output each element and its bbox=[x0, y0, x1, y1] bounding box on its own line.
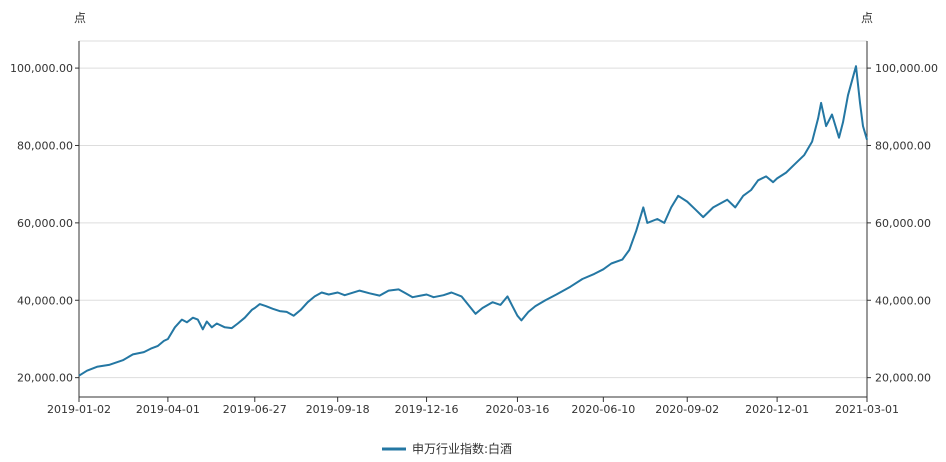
left-y-tick-label: 40,000.00 bbox=[17, 294, 73, 307]
right-y-tick-label: 80,000.00 bbox=[875, 139, 931, 152]
left-y-tick-label: 60,000.00 bbox=[17, 217, 73, 230]
right-y-tick-label: 20,000.00 bbox=[875, 372, 931, 385]
x-tick-label: 2019-01-02 bbox=[47, 403, 111, 416]
x-tick-label: 2019-06-27 bbox=[223, 403, 287, 416]
x-tick-label: 2020-06-10 bbox=[571, 403, 635, 416]
x-tick-label: 2020-03-16 bbox=[485, 403, 549, 416]
x-tick-label: 2019-12-16 bbox=[395, 403, 459, 416]
x-tick-label: 2019-04-01 bbox=[136, 403, 200, 416]
x-axis: 2019-01-02 2019-04-01 2019-06-27 2019-09-18… bbox=[47, 396, 899, 416]
legend[interactable]: 申万行业指数:白酒 bbox=[382, 441, 512, 456]
right-y-unit-label: 点 bbox=[861, 11, 873, 25]
right-y-tick-label: 100,000.00 bbox=[875, 62, 938, 75]
left-y-axis: 20,000.00 40,000.00 60,000.00 80,000.00 100,… bbox=[10, 41, 80, 397]
grid-lines bbox=[79, 40, 867, 379]
left-y-tick-label: 20,000.00 bbox=[17, 372, 73, 385]
right-y-axis: 20,000.00 40,000.00 60,000.00 80,000.00 100,… bbox=[866, 41, 938, 397]
left-y-tick-label: 100,000.00 bbox=[10, 62, 73, 75]
left-y-unit-label: 点 bbox=[74, 11, 86, 25]
x-tick-label: 2020-12-01 bbox=[745, 403, 809, 416]
x-tick-label: 2021-03-01 bbox=[835, 403, 899, 416]
legend-label: 申万行业指数:白酒 bbox=[412, 441, 512, 456]
right-y-tick-label: 60,000.00 bbox=[875, 217, 931, 230]
x-tick-label: 2019-09-18 bbox=[306, 403, 370, 416]
left-y-tick-label: 80,000.00 bbox=[17, 139, 73, 152]
right-y-tick-label: 40,000.00 bbox=[875, 294, 931, 307]
series-line bbox=[78, 65, 868, 377]
series-group bbox=[78, 65, 868, 377]
x-tick-label: 2020-09-02 bbox=[655, 403, 719, 416]
